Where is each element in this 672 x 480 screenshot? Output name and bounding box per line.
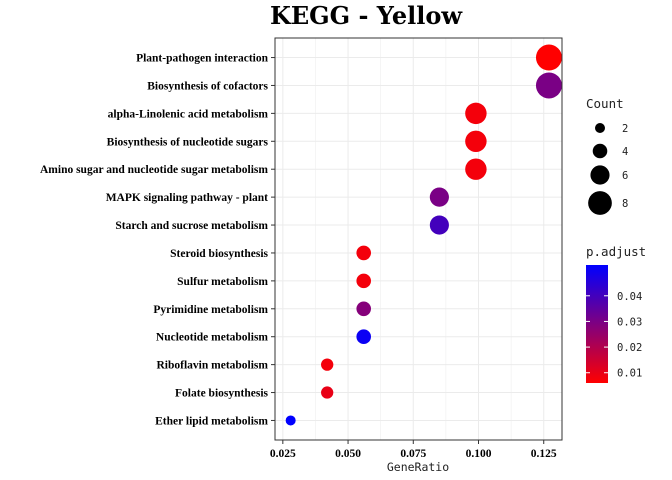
legend-padjust-title: p.adjust xyxy=(586,244,646,259)
y-tick-label: alpha-Linolenic acid metabolism xyxy=(108,108,269,120)
legend-count-key xyxy=(595,123,605,133)
legend-padjust-label: 0.04 xyxy=(617,291,642,303)
legend-count-label: 6 xyxy=(622,170,628,182)
legend-count-key xyxy=(588,191,612,215)
chart-title: KEGG - Yellow xyxy=(270,1,463,30)
data-points xyxy=(285,44,562,426)
legend-count: Count 2 4 6 8 xyxy=(586,96,628,215)
data-point xyxy=(321,386,334,399)
y-tick-label: Biosynthesis of nucleotide sugars xyxy=(107,136,269,148)
y-tick-label: Folate biosynthesis xyxy=(175,388,268,400)
x-axis: 0.025 0.050 0.075 0.100 0.125 xyxy=(270,440,557,460)
y-tick-label: Steroid biosynthesis xyxy=(170,248,268,260)
y-tick-label: Amino sugar and nucleotide sugar metabol… xyxy=(40,164,268,176)
data-point xyxy=(356,273,371,289)
y-tick-label: Pyrimidine metabolism xyxy=(153,304,268,316)
x-tick-label: 0.125 xyxy=(531,448,557,460)
x-axis-title: GeneRatio xyxy=(387,460,449,474)
legend-count-label: 4 xyxy=(622,146,628,158)
legend-count-key xyxy=(590,165,610,185)
legend-padjust: p.adjust 0.01 0.02 0.03 0.04 xyxy=(586,244,646,383)
y-tick-label: Plant-pathogen interaction xyxy=(136,53,269,65)
data-point xyxy=(429,215,449,235)
legend-count-key xyxy=(592,143,608,159)
y-tick-label: Starch and sucrose metabolism xyxy=(115,220,268,232)
grid-lines xyxy=(275,38,562,440)
legend-padjust-colorbar xyxy=(586,265,608,383)
data-point xyxy=(535,44,562,71)
legend-count-label: 2 xyxy=(622,123,628,135)
y-tick-label: Biosynthesis of cofactors xyxy=(147,80,268,92)
legend-count-label: 8 xyxy=(622,198,628,210)
data-point xyxy=(285,415,296,426)
legend-padjust-label: 0.02 xyxy=(617,342,642,354)
x-tick-label: 0.075 xyxy=(400,448,426,460)
data-point xyxy=(321,358,334,371)
x-tick-label: 0.025 xyxy=(270,448,296,460)
y-tick-label: Nucleotide metabolism xyxy=(156,332,269,344)
plot-panel xyxy=(274,37,563,441)
data-point xyxy=(535,72,562,99)
y-tick-label: Riboflavin metabolism xyxy=(157,360,269,372)
data-point xyxy=(465,158,487,180)
x-tick-label: 0.050 xyxy=(335,448,361,460)
x-tick-label: 0.100 xyxy=(466,448,492,460)
data-point xyxy=(465,130,487,153)
y-axis: Plant-pathogen interaction Biosynthesis o… xyxy=(40,53,275,427)
data-point xyxy=(429,187,449,207)
data-point xyxy=(356,329,371,344)
data-point xyxy=(356,301,371,317)
y-tick-label: MAPK signaling pathway - plant xyxy=(106,192,268,204)
y-tick-label: Ether lipid metabolism xyxy=(155,415,268,427)
legend-count-title: Count xyxy=(586,96,624,111)
legend-padjust-label: 0.03 xyxy=(617,316,642,328)
legend-padjust-label: 0.01 xyxy=(617,368,642,380)
data-point xyxy=(465,102,487,125)
y-tick-label: Sulfur metabolism xyxy=(177,276,268,288)
data-point xyxy=(356,245,371,261)
